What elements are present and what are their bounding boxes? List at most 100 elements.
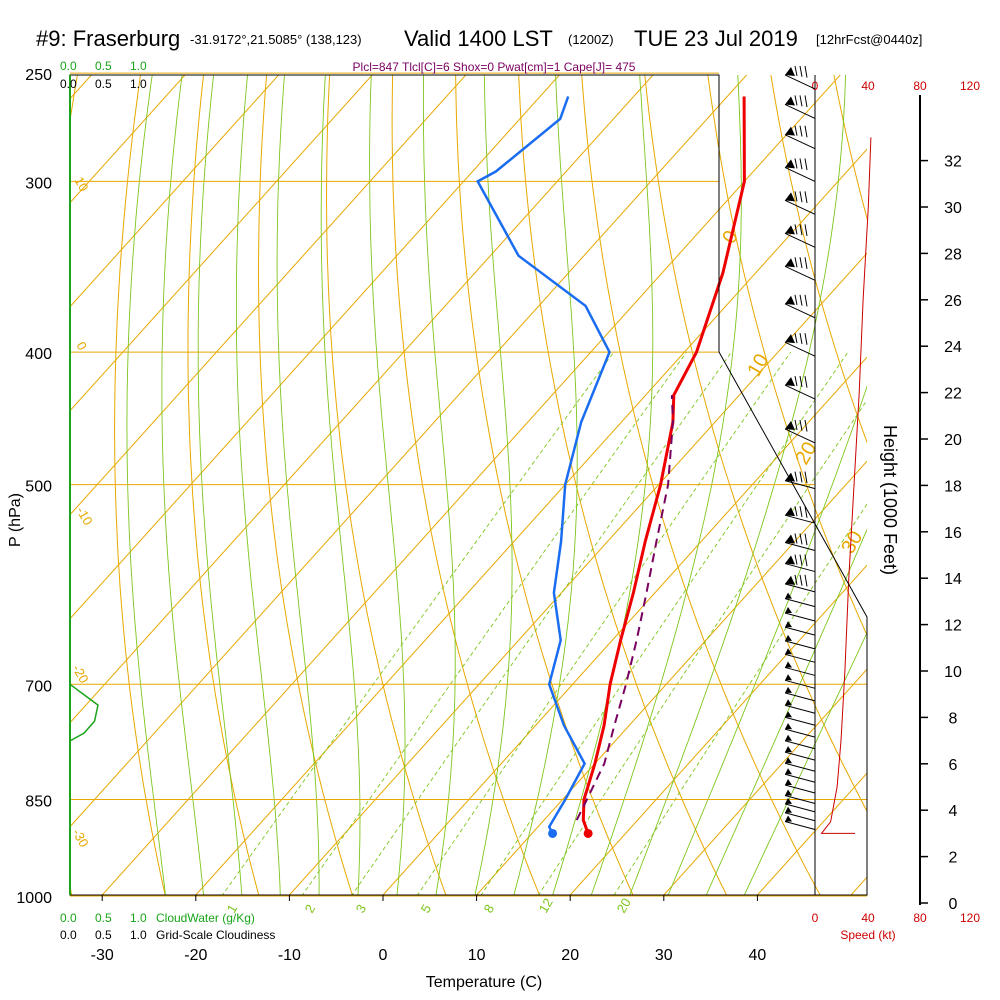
bottom-cloudiness-tick-0: 0.0 [60, 928, 77, 942]
moist-adiabat [667, 385, 867, 895]
top-cloudiness-tick-1: 0.5 [95, 77, 112, 91]
wind-barb [784, 428, 816, 444]
utc-time: (1200Z) [568, 32, 614, 47]
valid-time: Valid 1400 LST [404, 26, 553, 51]
wind-barb [784, 303, 816, 319]
wind-barb-tick [794, 191, 798, 202]
isotherm-line [850, 876, 867, 895]
wind-barb-flag [785, 621, 792, 628]
wind-barb-flag [785, 686, 792, 693]
y-axis-label: P (hPa) [7, 493, 24, 547]
moist-adiabat [513, 75, 578, 895]
isotherm-line [70, 75, 186, 204]
isotherm-line [70, 75, 561, 620]
isotherm-line [70, 75, 373, 412]
moist-adiabat [276, 75, 320, 895]
moist-adiabat [590, 75, 742, 895]
height-tick-label: 16 [944, 525, 962, 542]
title-row: #9: Fraserburg -31.9172°,21.5085° (138,1… [0, 26, 1000, 60]
temperature-tick-label: -10 [278, 947, 301, 964]
pressure-tick-label: 850 [25, 794, 52, 811]
wind-barb [784, 803, 816, 813]
wind-speed-tick-bottom: 40 [861, 911, 875, 925]
parcel-trace [575, 395, 674, 821]
pressure-tick-label: 250 [25, 67, 52, 84]
wind-barb-tick [794, 158, 798, 169]
surface-temperature-dot [583, 828, 593, 838]
pressure-tick-label: 400 [25, 346, 52, 363]
theta-label: 10 [743, 350, 773, 380]
pressure-tick-label: 300 [25, 175, 52, 192]
wind-barb-tick [804, 574, 808, 587]
bottom-cloudiness-tick-2: 1.0 [130, 928, 147, 942]
mixing-ratio-line [301, 351, 687, 895]
height-tick-label: 10 [944, 664, 962, 681]
top-cloudiness-tick-0: 0.0 [60, 77, 77, 91]
mixing-ratio-line [538, 399, 867, 895]
mixing-ratio-label: 2 [302, 902, 319, 916]
wind-barb-flag [785, 648, 792, 655]
cloud-water-trace [69, 683, 99, 742]
pressure-tick-label: 700 [25, 678, 52, 695]
wind-barb-tick [804, 333, 808, 345]
wind-barb [784, 542, 816, 552]
height-tick-label: 0 [949, 896, 958, 913]
grid-clip [70, 24, 1000, 925]
mixing-ratio-line [417, 351, 792, 895]
wind-barb-tick [804, 506, 808, 518]
wind-barb-flag [785, 607, 792, 614]
dry-adiabat-label: -20 [69, 662, 91, 686]
wind-barb-flag [785, 734, 792, 741]
wind-barb-flag [785, 815, 792, 822]
wind-barb-tick [794, 333, 798, 344]
moist-adiabat [197, 75, 243, 895]
wind-speed-tick-bottom: 80 [913, 911, 927, 925]
dry-adiabat [886, 24, 1000, 925]
bottom-cloudwater-tick-1: 0.5 [95, 911, 112, 925]
moist-adiabat [320, 75, 361, 895]
wind-barb-tick [794, 125, 798, 136]
wind-speed-trace [820, 137, 872, 834]
wind-barb-tick [794, 419, 798, 431]
isotherm-line [382, 356, 867, 895]
mixing-ratio-label: 8 [481, 902, 498, 916]
wind-barb-tick [794, 375, 798, 387]
temperature-tick-label: 40 [749, 947, 767, 964]
wind-barb-tick [794, 224, 798, 235]
wind-barb-tick [799, 95, 803, 107]
dry-adiabat-label: 0 [73, 339, 90, 353]
wind-barb-tick [794, 506, 798, 517]
dry-adiabat [644, 75, 867, 813]
moist-adiabat [629, 75, 846, 895]
wind-barb-flag [785, 334, 795, 344]
wind-barb-tick [794, 95, 798, 106]
theta-label: 20 [791, 438, 821, 468]
wind-barb-flag [785, 723, 792, 730]
wind-barb-flag [785, 159, 795, 169]
wind-barb-flag [785, 420, 795, 430]
height-tick-label: 4 [949, 803, 958, 820]
dry-adiabat [391, 75, 540, 895]
height-tick-label: 2 [949, 850, 958, 867]
wind-barb-tick [799, 294, 803, 306]
height-tick-label: 8 [949, 710, 958, 727]
wind-barb-flag [785, 634, 792, 641]
wind-barb [784, 666, 816, 676]
temperature-tick-label: 10 [468, 947, 486, 964]
wind-barb-flag [785, 746, 792, 753]
isotherm-line [569, 564, 867, 895]
wind-barb-tick [799, 257, 803, 269]
wind-speed-tick-top: 0 [812, 79, 819, 93]
wind-barb-flag [785, 225, 795, 235]
moist-adiabat [126, 75, 166, 895]
axes: -30 -20 -10 0 10 20 30 40 [69, 74, 868, 964]
mixing-ratio-label: 5 [418, 902, 435, 916]
wind-barb-tick [799, 419, 803, 431]
mixing-ratio-label: 12 [536, 895, 556, 915]
wind-barb-tick [804, 294, 808, 307]
wind-speed-tick-top: 40 [861, 79, 875, 93]
height-tick-label: 12 [944, 618, 962, 635]
moist-adiabat [705, 528, 867, 895]
